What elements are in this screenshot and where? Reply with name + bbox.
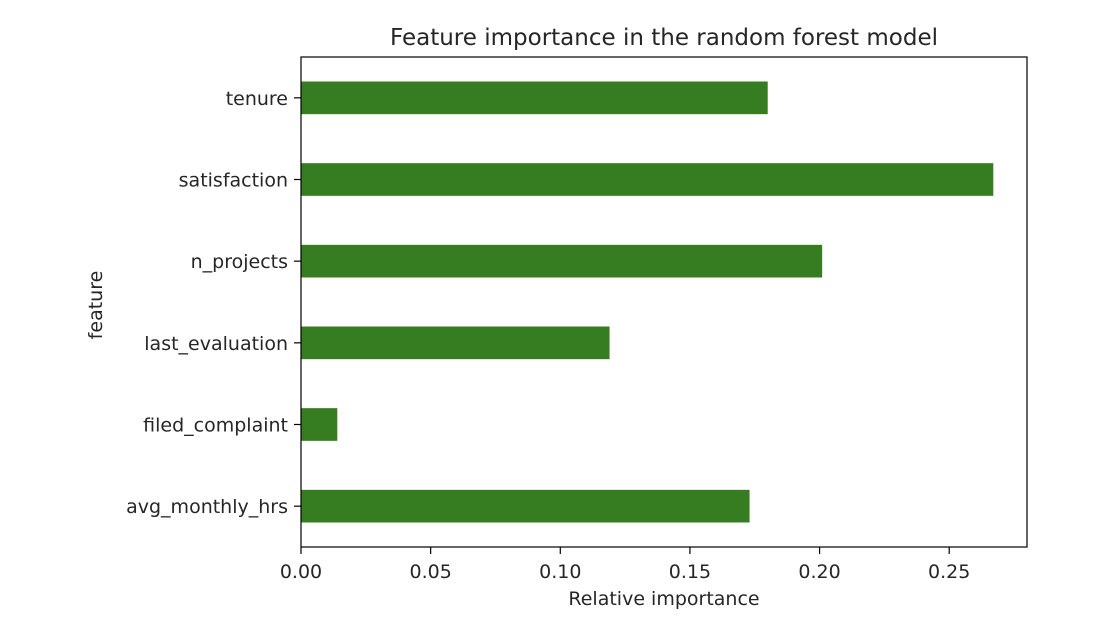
bar-tenure <box>301 81 768 115</box>
chart-title: Feature importance in the random forest … <box>390 25 938 51</box>
x-tick-label: 0.20 <box>798 561 840 583</box>
x-tick-label: 0.10 <box>539 561 581 583</box>
x-tick-label: 0.15 <box>669 561 711 583</box>
plot-frame <box>300 56 1028 548</box>
bar-satisfaction <box>301 163 994 196</box>
y-tick-label-filed_complaint: filed_complaint <box>143 415 288 437</box>
y-tick-label-tenure: tenure <box>226 88 288 110</box>
y-tick-label-satisfaction: satisfaction <box>179 170 288 192</box>
y-axis-label: feature <box>85 271 107 340</box>
x-tick-label: 0.05 <box>409 561 451 583</box>
x-tick-label: 0.00 <box>280 561 322 583</box>
y-tick-label-n_projects: n_projects <box>191 251 288 273</box>
y-axis: tenure satisfaction n_projects last_evaluat… <box>126 88 301 518</box>
bar-last_evaluation <box>301 326 610 360</box>
bar-n_projects <box>301 244 823 278</box>
x-axis-label: Relative importance <box>568 588 759 610</box>
bar-filed_complaint <box>301 408 338 441</box>
y-tick-label-avg_monthly_hrs: avg_monthly_hrs <box>126 496 288 518</box>
y-tick-label-last_evaluation: last_evaluation <box>144 333 288 355</box>
x-axis: 0.00 0.05 0.10 0.15 0.20 0.25 <box>280 547 970 583</box>
x-tick-label: 0.25 <box>928 561 970 583</box>
bar-avg_monthly_hrs <box>301 489 750 523</box>
bars-layer <box>301 81 994 523</box>
